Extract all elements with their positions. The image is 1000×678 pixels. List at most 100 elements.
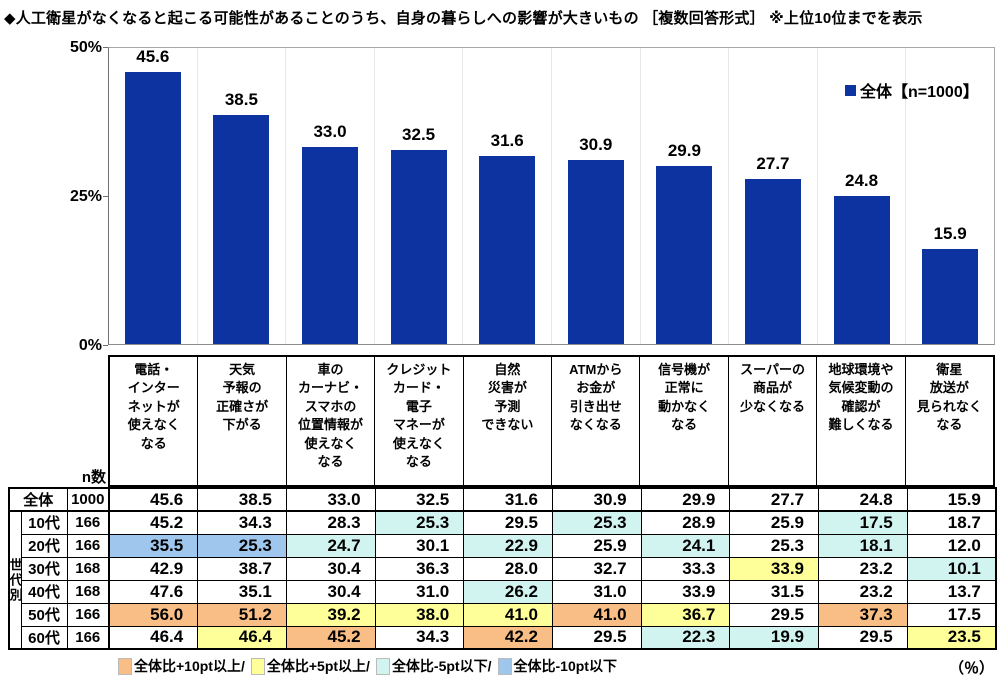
bar-6 <box>567 160 624 344</box>
value-cell: 10.1 <box>906 556 997 581</box>
value-cell: 33.3 <box>640 556 731 581</box>
y-axis-tick-0: 0% <box>78 337 102 354</box>
n-value: 166 <box>66 625 110 650</box>
value-cell: 41.0 <box>551 602 642 627</box>
value-cell: 38.7 <box>197 556 287 581</box>
bar-7 <box>656 166 713 344</box>
table-row-20代: 20代 166 35.5 25.3 24.7 30.1 22.9 25.9 24.1 25.3 18… <box>9 533 997 558</box>
row-label: 50代 <box>20 602 68 627</box>
value-cell: 45.6 <box>108 487 199 512</box>
value-cell: 47.6 <box>108 579 199 604</box>
value-cell: 46.4 <box>108 625 199 650</box>
value-cell: 22.9 <box>463 533 553 558</box>
row-label: 60代 <box>20 625 68 650</box>
value-cell: 38.5 <box>197 487 287 512</box>
value-cell: 29.5 <box>551 625 642 650</box>
category-header-row: 電話・ インター ネットが 使えなく なる 天気 予報の 正確さが 下がる 車の カ… <box>108 355 995 487</box>
value-cell: 28.0 <box>463 556 553 581</box>
value-cell: 25.3 <box>551 510 642 535</box>
axis-tickmark <box>103 196 108 197</box>
category-label-6: ATMから お金が 引き出せ なくなる <box>552 357 641 485</box>
chart-column: 33.0 <box>286 48 375 344</box>
value-cell: 17.5 <box>906 602 997 627</box>
bar-3 <box>301 147 358 344</box>
chart-column: 38.5 <box>198 48 287 344</box>
value-cell: 32.7 <box>551 556 642 581</box>
value-cell: 25.3 <box>374 510 465 535</box>
value-cell: 25.9 <box>729 510 820 535</box>
value-cell: 41.0 <box>463 602 553 627</box>
category-label-1: 電話・ インター ネットが 使えなく なる <box>110 357 199 485</box>
value-cell: 51.2 <box>197 602 287 627</box>
legend-series-swatch <box>845 84 856 96</box>
value-cell: 29.5 <box>729 602 820 627</box>
n-value: 166 <box>66 510 110 535</box>
value-cell: 45.2 <box>285 625 376 650</box>
value-cell: 34.3 <box>374 625 465 650</box>
bar-value-label: 24.8 <box>845 171 879 190</box>
category-label-10: 衛星 放送が 見られなく なる <box>916 362 982 433</box>
bar-value-label: 31.6 <box>490 131 524 150</box>
table-row-60代: 60代 166 46.4 46.4 45.2 34.3 42.2 29.5 22.3 19.9 29… <box>9 625 997 650</box>
value-cell: 34.3 <box>197 510 287 535</box>
legend-item-label: 全体比-5pt以下/ <box>391 658 492 674</box>
n-value: 168 <box>66 579 110 604</box>
value-cell: 24.1 <box>640 533 731 558</box>
value-cell: 39.2 <box>285 602 376 627</box>
chart-column: 45.6 <box>109 47 198 344</box>
category-label-7: 信号機が 正常に 動かなく なる <box>640 357 729 485</box>
value-cell: 19.9 <box>729 625 820 650</box>
n-value: 166 <box>66 533 110 558</box>
legend-item-label: 全体比-10pt以下 <box>513 658 617 674</box>
bar-value-label: 30.9 <box>579 135 613 154</box>
legend-color-swatch <box>497 657 512 675</box>
value-cell: 18.1 <box>818 533 908 558</box>
color-key-legend: 全体比+10pt以上/全体比+5pt以上/全体比-5pt以下/全体比-10pt以… <box>118 656 623 676</box>
chart-legend: 全体【n=1000】 <box>845 78 979 102</box>
category-label-4: クレジット カード・ 電子 マネーが 使えなく なる <box>375 357 464 485</box>
chart-column: 24.8 <box>818 48 907 344</box>
percent-unit: （％） <box>948 660 994 677</box>
generation-group-label: 世代別 <box>8 510 22 650</box>
n-value: 166 <box>66 602 110 627</box>
value-cell: 12.0 <box>906 533 997 558</box>
value-cell: 17.5 <box>818 510 908 535</box>
axis-tickmark <box>103 47 108 48</box>
legend-item: 全体比-10pt以下 <box>497 656 617 676</box>
value-cell: 36.7 <box>640 602 731 627</box>
value-cell: 30.9 <box>551 487 642 512</box>
value-cell: 24.7 <box>285 533 376 558</box>
value-cell: 33.0 <box>285 487 376 512</box>
category-label-9: 地球環境や 気候変動の 確認が 難しくなる <box>817 357 906 485</box>
value-cell: 33.9 <box>729 556 820 581</box>
category-label-2: 天気 予報の 正確さが 下がる <box>198 357 287 485</box>
table-row-30代: 30代 168 42.9 38.7 30.4 36.3 28.0 32.7 33.3 33.9 23… <box>9 556 997 581</box>
value-cell: 23.2 <box>818 556 908 581</box>
n-count-header: n数 <box>81 469 106 486</box>
category-label-5: 自然 災害が 予測 できない <box>464 357 553 485</box>
category-label-8: スーパーの 商品が 少なくなる <box>729 357 818 485</box>
bar-1 <box>124 72 181 344</box>
bar-value-label: 15.9 <box>933 224 967 243</box>
value-cell: 23.5 <box>906 625 997 650</box>
bar-chart-plot-area: 45.6 38.5 33.0 32.5 31.6 30.9 29.9 27.7 24.8 15.9 <box>108 47 995 345</box>
category-label-3: 車の カーナビ・ スマホの 位置情報が 使えなく なる <box>287 357 376 485</box>
axis-tickmark <box>103 345 108 346</box>
bar-value-label: 45.6 <box>136 47 170 66</box>
bar-value-label: 38.5 <box>224 90 258 109</box>
value-cell: 25.9 <box>551 533 642 558</box>
bar-4 <box>390 150 447 344</box>
value-cell: 32.5 <box>374 487 465 512</box>
value-cell: 31.6 <box>463 487 553 512</box>
bar-value-label: 33.0 <box>313 122 347 141</box>
value-cell: 18.7 <box>906 510 997 535</box>
legend-color-swatch <box>118 657 132 675</box>
value-cell: 56.0 <box>108 602 199 627</box>
value-cell: 30.4 <box>285 556 376 581</box>
legend-item-label: 全体比+5pt以上/ <box>266 658 370 674</box>
legend-item: 全体比-5pt以下/ <box>375 656 492 676</box>
row-label: 10代 <box>20 510 68 535</box>
value-cell: 31.0 <box>551 579 642 604</box>
page-title: ◆人工衛星がなくなると起こる可能性があることのうち、自身の暮らしへの影響が大きい… <box>4 10 923 27</box>
bar-value-label: 29.9 <box>667 141 701 160</box>
